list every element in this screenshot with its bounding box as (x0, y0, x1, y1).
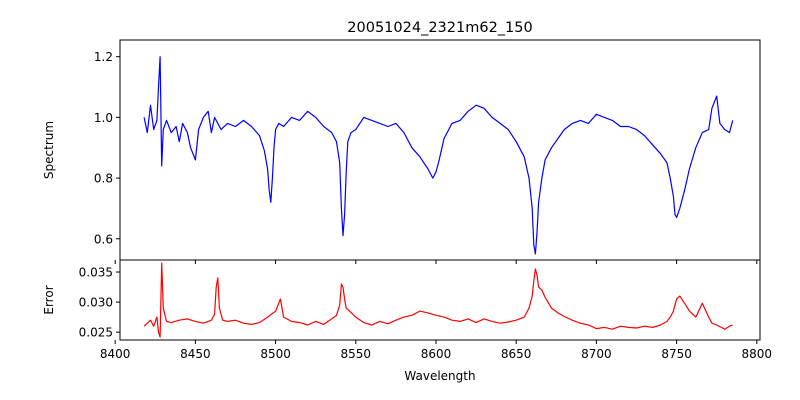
chart-title: 20051024_2321m62_150 (347, 20, 532, 36)
error-x-tick-label: 8650 (501, 347, 532, 361)
error-axes-frame (119, 259, 761, 341)
error-x-tick-label: 8700 (581, 347, 612, 361)
x-axis-label: Wavelength (404, 369, 475, 383)
error-x-tick-label: 8550 (341, 347, 372, 361)
spectrum-y-tick-label: 0.8 (94, 172, 113, 186)
spectrum-y-tick-label: 1.0 (94, 111, 113, 125)
error-x-tick-label: 8750 (661, 347, 692, 361)
error-y-axis-label: Error (42, 285, 56, 314)
spectrum-y-tick-label: 1.2 (94, 50, 113, 64)
spectrum-y-axis-label: Spectrum (42, 121, 56, 179)
spectrum-y-tick-label: 0.6 (94, 232, 113, 246)
spectrum-series-layer (143, 56, 734, 255)
error-x-ticks: 8400 8450 8500 8550 8600 8650 8700 8750 8800 (100, 340, 772, 361)
error-x-tick-label: 8450 (180, 347, 211, 361)
error-x-tick-label: 8500 (260, 347, 291, 361)
error-y-tick-label: 0.035 (79, 266, 113, 280)
error-x-tick-label: 8600 (421, 347, 452, 361)
error-x-tick-label: 8400 (100, 347, 131, 361)
spectrum-x-ticks (114, 260, 758, 264)
error-y-tick-label: 0.030 (79, 296, 113, 310)
error-series-line (143, 262, 733, 338)
error-y-ticks: 0.025 0.030 0.035 (79, 266, 120, 340)
error-x-tick-label: 8800 (742, 347, 773, 361)
error-y-tick-label: 0.025 (79, 326, 113, 340)
spectrum-y-ticks: 0.6 0.8 1.0 1.2 (94, 50, 120, 246)
error-series-layer (143, 262, 733, 338)
spectrum-series-line (143, 56, 734, 255)
error-panel: 0.025 0.030 0.035 8400 8450 8500 8550 8600 8650… (42, 259, 772, 383)
